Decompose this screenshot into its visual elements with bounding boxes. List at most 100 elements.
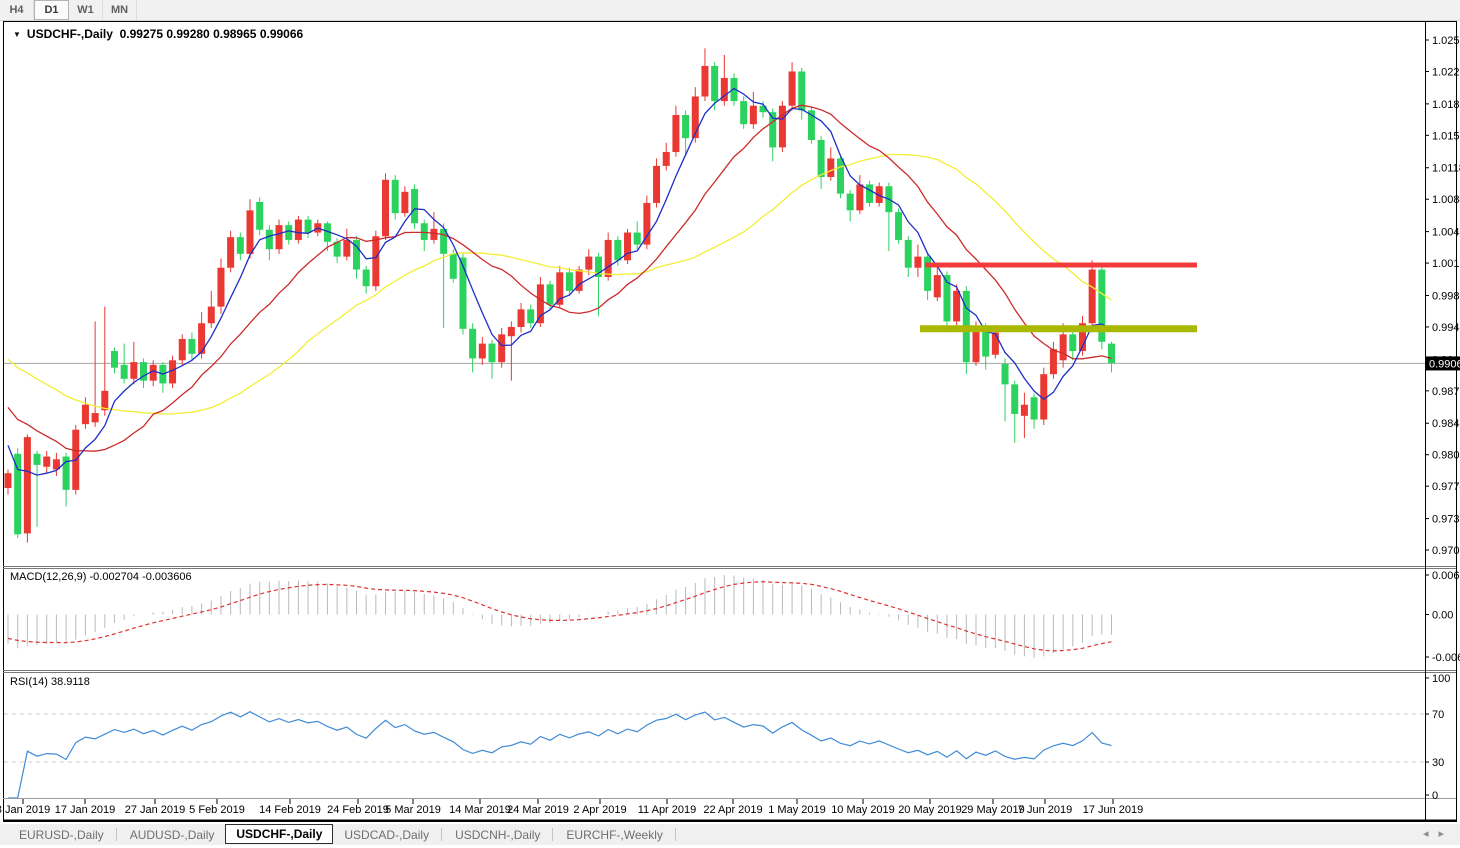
candle-bull xyxy=(1049,349,1057,375)
candle-bear xyxy=(411,189,419,224)
candle-bull xyxy=(1020,404,1028,416)
candle-bull xyxy=(701,65,709,97)
price-axis-label: 1.01180 xyxy=(1432,163,1460,175)
candle-bull xyxy=(130,362,138,379)
candle-bull xyxy=(507,326,515,337)
candle-bull xyxy=(653,165,661,203)
candle-bull xyxy=(178,338,186,361)
candle-bull xyxy=(662,152,670,166)
price-axis-label: 1.02220 xyxy=(1432,66,1460,78)
tab-scroll-right-icon[interactable]: ▸ xyxy=(1438,828,1454,840)
rsi-line xyxy=(8,711,1112,799)
candle-bull xyxy=(343,239,351,257)
timeframe-button-d1[interactable]: D1 xyxy=(34,0,69,20)
candle-bull xyxy=(227,237,235,268)
candle-bear xyxy=(488,343,496,363)
candle-bear xyxy=(682,114,690,139)
tab-usdchf-active[interactable]: USDCHF-,Daily xyxy=(225,824,334,844)
date-axis-label: 8 Jan 2019 xyxy=(0,804,50,816)
quote-close: 0.99066 xyxy=(259,27,304,41)
tab-usdcnh[interactable]: USDCNH-,Daily xyxy=(455,827,541,842)
date-axis-label: 24 Mar 2019 xyxy=(507,804,569,816)
price-axis-label: 1.01870 xyxy=(1432,99,1460,111)
tab-eurusd[interactable]: EURUSD-,Daily xyxy=(19,827,104,842)
timeframe-button-mn[interactable]: MN xyxy=(103,0,137,20)
candle-bull xyxy=(536,284,544,324)
moving-average-5 xyxy=(7,87,1112,476)
candle-bull xyxy=(498,334,506,363)
candle-bull xyxy=(149,364,157,381)
tab-scroll-left-icon[interactable]: ◂ xyxy=(1422,828,1439,840)
candle-bear xyxy=(836,158,844,194)
date-axis-label: 22 Apr 2019 xyxy=(703,804,762,816)
candle-bull xyxy=(827,158,835,178)
candle-bear xyxy=(594,256,602,277)
window-bottom-border xyxy=(3,819,1456,822)
candle-bull xyxy=(972,326,980,363)
candle-bull xyxy=(52,459,60,470)
price-axis-label: 1.00490 xyxy=(1432,227,1460,239)
tab-usdcad[interactable]: USDCAD-,Daily xyxy=(344,827,430,842)
tab-audusd[interactable]: AUDUSD-,Daily xyxy=(129,827,215,842)
current-price-tag-text: 0.99066 xyxy=(1429,358,1460,370)
timeframe-button-w1[interactable]: W1 xyxy=(69,0,103,20)
candle-bear xyxy=(256,201,264,230)
candle-bear xyxy=(740,101,748,125)
date-axis-label: 2 Apr 2019 xyxy=(573,804,626,816)
candle-bear xyxy=(140,362,148,381)
candle-bear xyxy=(120,364,128,379)
price-axis-label: 1.00840 xyxy=(1432,194,1460,206)
price-axis-label: 1.01530 xyxy=(1432,130,1460,142)
candle-bear xyxy=(730,77,738,102)
candle-bear xyxy=(391,179,399,214)
candle-bear xyxy=(846,193,854,211)
candle-bull xyxy=(430,228,438,240)
candle-bear xyxy=(798,71,806,111)
symbol-dropdown-icon[interactable]: ▼ xyxy=(13,30,21,39)
candle-bull xyxy=(914,256,922,268)
tab-eurchf[interactable]: EURCHF-,Weekly xyxy=(566,827,663,842)
current-price-tag xyxy=(1426,356,1460,371)
rsi-axis-label: 100 xyxy=(1432,673,1450,685)
candle-bear xyxy=(711,65,719,102)
candle-bull xyxy=(856,184,864,211)
candle-bull xyxy=(643,202,651,245)
macd-name: MACD(12,26,9) xyxy=(10,571,87,583)
price-axis-label: 1.00150 xyxy=(1432,258,1460,270)
candle-bull xyxy=(478,343,486,359)
date-axis-label: 5 Feb 2019 xyxy=(189,804,245,816)
date-axis-label: 17 Jun 2019 xyxy=(1083,804,1144,816)
date-axis-label: 29 May 2019 xyxy=(961,804,1025,816)
tab-divider xyxy=(552,828,554,841)
rsi-axis-label: 30 xyxy=(1432,757,1444,769)
candle-bear xyxy=(817,139,825,178)
rsi-indicator-label: RSI(14) 38.9118 xyxy=(10,676,90,688)
candle-bear xyxy=(333,241,341,257)
candle-bear xyxy=(807,110,815,140)
macd-axis-label: -0.006096 xyxy=(1432,652,1460,664)
timeframe-button-h4[interactable]: H4 xyxy=(0,0,34,20)
candle-bull xyxy=(1078,323,1086,352)
candle-bull xyxy=(43,456,51,467)
candle-bear xyxy=(420,223,428,240)
candle-bull xyxy=(372,236,380,287)
candle-bear xyxy=(469,328,477,359)
candle-bull xyxy=(275,225,283,250)
candle-bull xyxy=(1040,374,1048,420)
candle-bull xyxy=(953,290,961,322)
candle-bear xyxy=(982,326,990,357)
candle-bear xyxy=(1069,334,1077,352)
candle-bull xyxy=(933,275,941,298)
date-axis-label: 20 May 2019 xyxy=(898,804,962,816)
macd-axis-label: 0.00 xyxy=(1432,610,1453,622)
candle-bull xyxy=(91,413,99,423)
candle-bear xyxy=(1030,397,1038,420)
rsi-name: RSI(14) xyxy=(10,676,48,688)
candle-bear xyxy=(362,269,370,287)
candle-bear xyxy=(449,253,457,279)
candle-bull xyxy=(691,96,699,139)
candle-bear xyxy=(866,184,874,203)
quote-high: 0.99280 xyxy=(166,27,210,41)
